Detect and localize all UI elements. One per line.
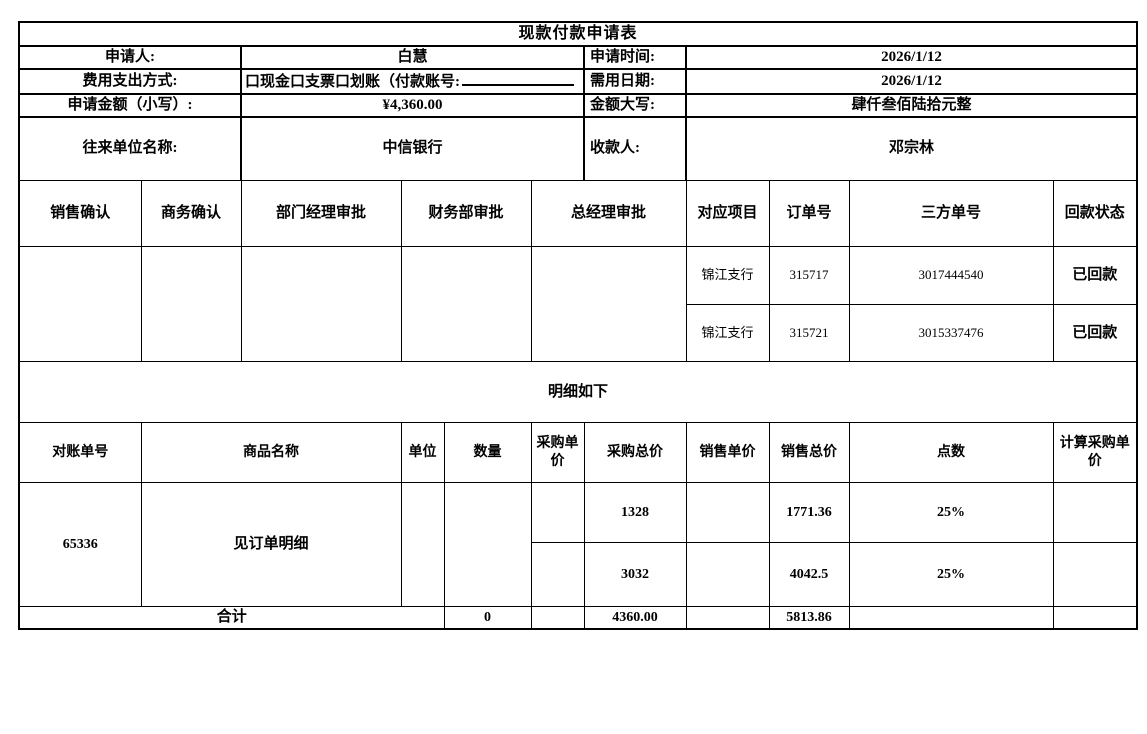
apply-time-label: 申请时间: [583, 45, 687, 70]
sale-unit-price-cell [685, 542, 770, 607]
payment-account-blank-line [462, 71, 574, 86]
totals-purchase-unit-price [530, 605, 585, 630]
header-purchase-unit-price: 采购单价 [530, 422, 585, 483]
header-purchase-total: 采购总价 [583, 422, 687, 483]
totals-purchase-total: 4360.00 [583, 605, 687, 630]
header-payment-status: 回款状态 [1052, 180, 1138, 247]
dept-manager-signature-area [240, 246, 402, 362]
header-calc-purchase-price: 计算采购单价 [1052, 422, 1138, 483]
amount-label: 申请金额（小写）: [18, 92, 242, 118]
header-sales-confirm: 销售确认 [18, 180, 142, 247]
header-unit: 单位 [400, 422, 445, 483]
header-quantity: 数量 [443, 422, 532, 483]
header-gm-approval: 总经理审批 [530, 180, 687, 247]
header-business-confirm: 商务确认 [140, 180, 242, 247]
totals-label: 合计 [18, 605, 445, 630]
totals-sale-total: 5813.86 [768, 605, 850, 630]
totals-row: 合计 0 4360.00 5813.86 [18, 605, 1138, 630]
header-third-party-no: 三方单号 [848, 180, 1054, 247]
applicant-value: 白慧 [240, 45, 585, 70]
payment-status-cell: 已回款 [1052, 304, 1138, 362]
purchase-total-cell: 3032 [583, 542, 687, 607]
header-finance-approval: 财务部审批 [400, 180, 532, 247]
detail-row: 65336 见订单明细 1328 1771.36 25% [18, 482, 1138, 607]
totals-quantity: 0 [443, 605, 532, 630]
payment-status-cell: 已回款 [1052, 246, 1138, 305]
payment-request-table: 现款付款申请表 申请人: 白慧 申请时间: 2026/1/12 费用支出方式: … [18, 21, 1138, 630]
header-project: 对应项目 [685, 180, 770, 247]
order-no-cell: 315721 [768, 304, 850, 362]
header-statement-no: 对账单号 [18, 422, 142, 483]
sale-unit-price-cell [685, 482, 770, 543]
amount-value: ¥4,360.00 [240, 92, 585, 118]
order-no-cell: 315717 [768, 246, 850, 305]
product-name-cell: 见订单明细 [140, 482, 402, 607]
third-party-no-cell: 3017444540 [848, 246, 1054, 305]
payee-value: 邓宗林 [685, 115, 1138, 181]
apply-time-value: 2026/1/12 [685, 45, 1138, 70]
purchase-unit-price-cell [530, 542, 585, 607]
purchase-unit-price-cell [530, 482, 585, 543]
need-date-value: 2026/1/12 [685, 67, 1138, 95]
applicant-label: 申请人: [18, 45, 242, 70]
header-product-name: 商品名称 [140, 422, 402, 483]
header-sale-unit-price: 销售单价 [685, 422, 770, 483]
expense-method-label: 费用支出方式: [18, 67, 242, 95]
totals-calc-purchase-price [1052, 605, 1138, 630]
purchase-total-cell: 1328 [583, 482, 687, 543]
totals-sale-unit-price [685, 605, 770, 630]
detail-section-title: 明细如下 [18, 361, 1138, 423]
header-points: 点数 [848, 422, 1054, 483]
totals-points [848, 605, 1054, 630]
sales-confirm-signature-area [18, 246, 142, 362]
header-dept-manager-approval: 部门经理审批 [240, 180, 402, 247]
third-party-no-cell: 3015337476 [848, 304, 1054, 362]
amount-caps-value: 肆仟叁佰陆拾元整 [685, 92, 1138, 118]
order-row: 锦江支行 315721 3015337476 已回款 [19, 304, 1138, 362]
counterparty-label: 往来单位名称: [18, 115, 242, 181]
need-date-label: 需用日期: [583, 67, 687, 95]
amount-caps-label: 金额大写: [583, 92, 687, 118]
calc-purchase-price-cell [1052, 482, 1138, 543]
form-title: 现款付款申请表 [18, 21, 1138, 47]
header-sale-total: 销售总价 [768, 422, 850, 483]
order-row: 锦江支行 315717 3017444540 已回款 [18, 246, 1138, 362]
unit-cell [400, 482, 445, 607]
gm-signature-area [530, 246, 687, 362]
sale-total-cell: 1771.36 [768, 482, 850, 543]
points-cell: 25% [848, 542, 1054, 607]
business-confirm-signature-area [140, 246, 242, 362]
points-cell: 25% [848, 482, 1054, 543]
statement-no-cell: 65336 [18, 482, 142, 607]
sale-total-cell: 4042.5 [768, 542, 850, 607]
finance-signature-area [400, 246, 532, 362]
quantity-cell [443, 482, 532, 607]
detail-row: 3032 4042.5 25% [19, 542, 1138, 607]
expense-method-value: 口现金口支票口划账（付款账号: [240, 67, 585, 95]
project-cell: 锦江支行 [685, 246, 770, 305]
expense-method-text: 口现金口支票口划账（付款账号: [245, 73, 460, 90]
header-order-no: 订单号 [768, 180, 850, 247]
payee-label: 收款人: [583, 115, 687, 181]
counterparty-value: 中信银行 [240, 115, 585, 181]
project-cell: 锦江支行 [685, 304, 770, 362]
calc-purchase-price-cell [1052, 542, 1138, 607]
